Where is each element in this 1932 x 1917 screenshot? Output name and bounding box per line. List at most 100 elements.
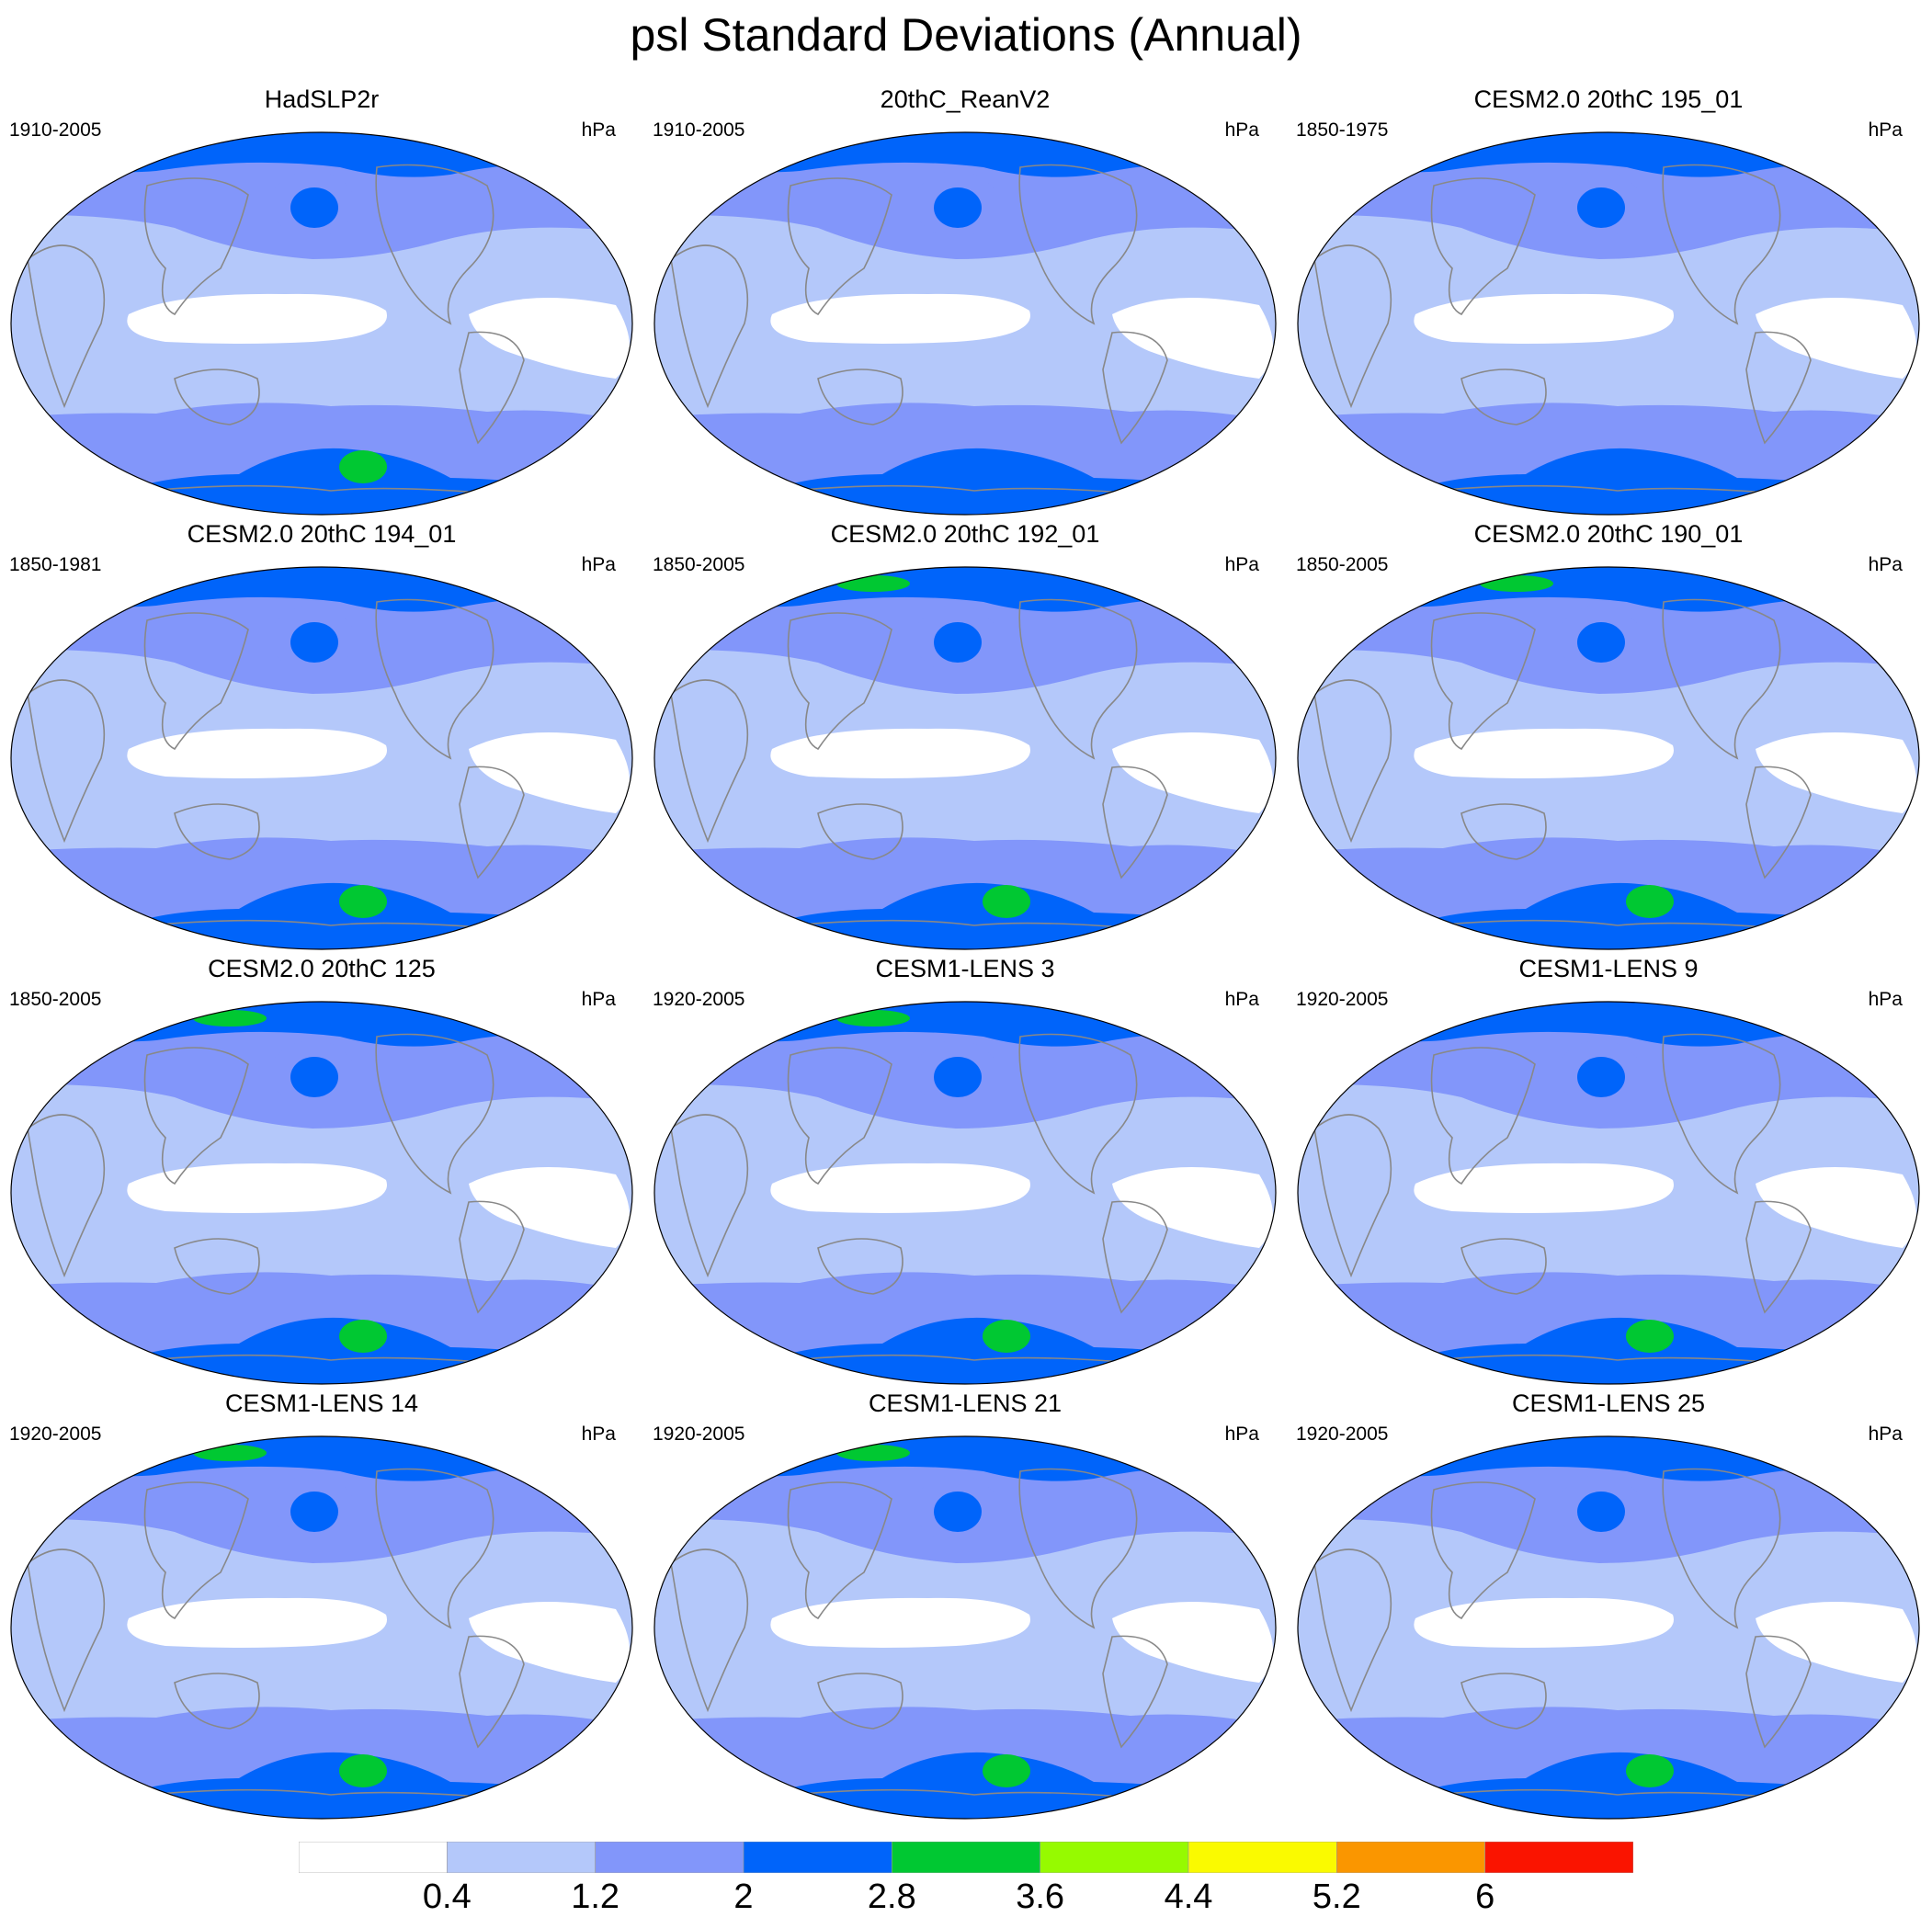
coastline-africa <box>27 1548 106 1713</box>
coastline-africa <box>27 679 106 844</box>
coastline-australia <box>174 1238 260 1295</box>
panel-period: 1920-2005 <box>1296 989 1389 1010</box>
panel-title: 20thC_ReanV2 <box>880 85 1051 113</box>
coastline-asia <box>143 612 249 751</box>
coastline-asia <box>787 1481 892 1620</box>
colorbar-labels: 0.4 1.2 2 2.8 3.6 4.4 5.2 6 <box>0 1878 1932 1915</box>
coastline-south-america <box>1102 331 1168 445</box>
contour-band-below-0.4-east <box>1112 298 1273 379</box>
south-max-center <box>339 450 387 483</box>
coastlines <box>670 1033 1168 1367</box>
map-panel: HadSLP2r 1910-2005 hPa <box>0 85 643 521</box>
panel-title: CESM1-LENS 25 <box>1511 1390 1706 1417</box>
coastlines <box>27 1033 525 1367</box>
panel-units: hPa <box>1868 989 1903 1010</box>
map-boundary <box>10 566 633 950</box>
panel-period: 1850-1975 <box>1296 119 1389 141</box>
coastline-asia <box>787 1047 892 1185</box>
contour-band-below-0.4 <box>770 728 1030 778</box>
coastlines <box>1313 164 1812 497</box>
coastline-africa <box>1313 1114 1392 1278</box>
colorbar-box <box>447 1842 596 1873</box>
panel-units: hPa <box>1868 1424 1903 1445</box>
south-max-center <box>339 1320 387 1353</box>
coastline-south-america <box>1102 1200 1168 1314</box>
coastline-south-america <box>1745 766 1812 879</box>
coastline-australia <box>817 369 903 425</box>
coastline-australia <box>817 1673 903 1730</box>
coastline-antarctica <box>762 1788 1168 1801</box>
map-boundary <box>1297 1435 1920 1820</box>
contour-band-below-0.4-east <box>469 298 630 379</box>
coastline-africa <box>27 244 106 409</box>
panel-period: 1850-2005 <box>653 554 745 575</box>
coastline-antarctica <box>119 1354 525 1367</box>
contour-fill-group <box>654 1002 1276 1384</box>
panel-period: 1920-2005 <box>653 989 745 1010</box>
aleutian-low-center <box>934 622 982 663</box>
coastline-asia <box>143 1481 249 1620</box>
coastline-north-america <box>1662 1033 1781 1195</box>
aleutian-low-center <box>934 187 982 228</box>
contour-fill-group <box>654 132 1276 515</box>
panel-units: hPa <box>1868 119 1903 141</box>
contour-band-below-0.4-east <box>1756 732 1916 813</box>
contour-band-below-0.4 <box>127 1163 387 1213</box>
map-panel: CESM2.0 20thC 190_01 1850-2005 hPa <box>1287 519 1930 956</box>
colorbar-tick-label: 6 <box>1475 1877 1495 1916</box>
coastline-south-america <box>459 1200 525 1314</box>
panel-period: 1920-2005 <box>9 1424 102 1445</box>
coastlines <box>670 164 1168 497</box>
colorbar-tick-label: 5.2 <box>1312 1877 1361 1916</box>
coastline-north-america <box>375 164 494 325</box>
colorbar-box <box>299 1842 448 1873</box>
coastline-north-america <box>1018 164 1138 325</box>
panel-units: hPa <box>1868 554 1903 575</box>
contour-fill-group <box>11 1436 632 1819</box>
coastline-antarctica <box>1405 1788 1812 1801</box>
south-max-center <box>1626 1320 1674 1353</box>
panel-title: CESM2.0 20thC 125 <box>208 955 436 982</box>
coastline-antarctica <box>1405 1354 1812 1367</box>
coastline-south-america <box>459 331 525 445</box>
coastline-south-america <box>459 1635 525 1749</box>
coastline-antarctica <box>1405 919 1812 932</box>
map-panel: CESM1-LENS 3 1920-2005 hPa <box>643 954 1287 1390</box>
map-svg <box>10 566 633 950</box>
coastline-north-america <box>375 1468 494 1629</box>
map-svg <box>10 131 633 516</box>
colorbar-tick-label: 3.6 <box>1016 1877 1065 1916</box>
contour-band-below-0.4-east <box>469 1602 630 1683</box>
map-svg <box>1297 1001 1920 1385</box>
coastline-north-america <box>375 598 494 760</box>
coastline-south-america <box>1745 1635 1812 1749</box>
map-boundary <box>10 1001 633 1385</box>
north-max-center <box>836 575 910 592</box>
map-panel: CESM2.0 20thC 194_01 1850-1981 hPa <box>0 519 643 956</box>
panel-period: 1910-2005 <box>9 119 102 141</box>
coastline-australia <box>1460 803 1547 860</box>
map-svg <box>653 1435 1277 1820</box>
north-max-center <box>193 1010 267 1027</box>
map-panel: CESM2.0 20thC 125 1850-2005 hPa <box>0 954 643 1390</box>
coastline-antarctica <box>119 919 525 932</box>
coastlines <box>670 1468 1168 1801</box>
coastlines <box>1313 1468 1812 1801</box>
coastline-australia <box>817 803 903 860</box>
map-boundary <box>653 1435 1277 1820</box>
aleutian-low-center <box>1577 1057 1625 1097</box>
panel-title: CESM2.0 20thC 194_01 <box>187 520 457 548</box>
coastline-north-america <box>1018 1468 1138 1629</box>
colorbar <box>299 1842 1633 1873</box>
coastline-south-america <box>459 766 525 879</box>
coastline-north-america <box>1662 598 1781 760</box>
colorbar-tick-label: 2.8 <box>867 1877 916 1916</box>
contour-band-below-0.4 <box>770 1163 1030 1213</box>
aleutian-low-center <box>290 187 338 228</box>
panel-title: CESM2.0 20thC 195_01 <box>1473 85 1744 113</box>
coastlines <box>1313 1033 1812 1367</box>
map-svg <box>653 131 1277 516</box>
coastline-south-america <box>1102 766 1168 879</box>
coastline-australia <box>174 803 260 860</box>
aleutian-low-center <box>1577 187 1625 228</box>
